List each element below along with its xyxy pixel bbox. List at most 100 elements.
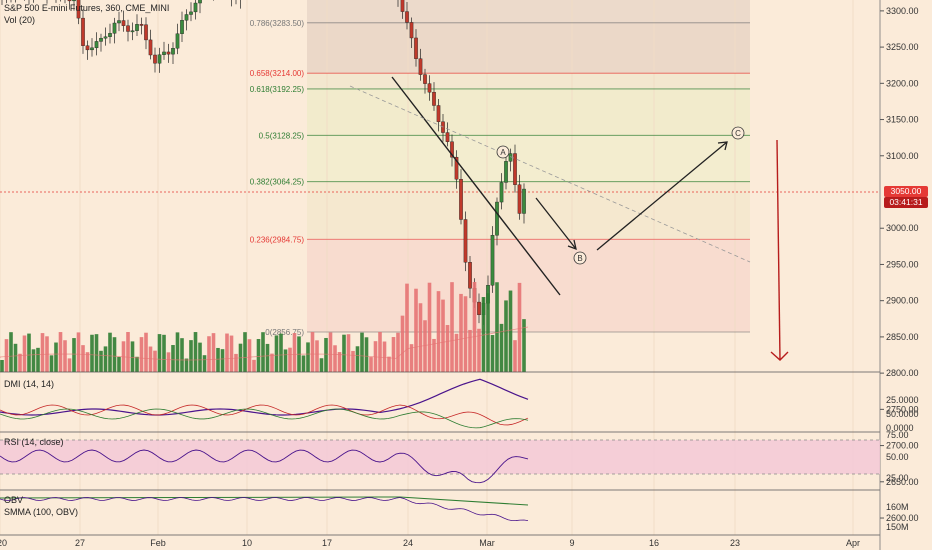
downtrend-line	[391, 76, 561, 296]
candle-body	[117, 20, 121, 24]
volume-bar	[414, 288, 418, 372]
volume-bar	[445, 325, 450, 372]
volume-bar	[328, 332, 333, 372]
price-tick-label: 3200.00	[886, 78, 919, 88]
volume-bar	[49, 355, 54, 372]
volume-bar	[18, 353, 22, 372]
candle-body	[184, 14, 189, 21]
fib-zone	[307, 22, 750, 74]
candle-body	[99, 37, 103, 42]
volume-bar	[513, 340, 517, 372]
volume-bar	[108, 332, 112, 372]
volume-bar	[441, 299, 445, 372]
wave-text: B	[577, 254, 582, 263]
candle-body	[400, 0, 405, 12]
volume-bar	[351, 350, 355, 372]
symbol-title[interactable]: S&P 500 E-mini Futures, 360, CME_MINI	[4, 3, 170, 13]
dmi-legend[interactable]: DMI (14, 14)	[4, 379, 55, 389]
fib-level-label: 0(2856.75)	[265, 328, 304, 337]
rsi-legend[interactable]: RSI (14, close)	[4, 437, 64, 447]
obv-line	[0, 497, 529, 522]
fib-level-label: 0.618(3192.25)	[250, 85, 305, 94]
volume-bar	[58, 332, 63, 372]
volume-bar	[243, 332, 247, 372]
volume-bar	[22, 335, 27, 372]
volume-bar	[360, 332, 364, 372]
fib-level-label: 0.236(2984.75)	[250, 235, 305, 244]
volume-bar	[369, 357, 373, 372]
candle-body	[144, 24, 148, 41]
volume-bar	[162, 334, 166, 372]
candle-body	[85, 45, 90, 51]
candle-body	[76, 0, 81, 19]
candle-body	[121, 20, 126, 26]
volume-bar	[499, 323, 504, 372]
candle-body	[423, 74, 427, 84]
dashed-trend-line	[349, 85, 751, 263]
volume-bar	[184, 358, 189, 372]
obv-legend-label[interactable]: OBV	[4, 495, 24, 505]
wave-label-b: B	[573, 251, 587, 265]
smma-legend-label[interactable]: SMMA (100, OBV)	[4, 507, 79, 517]
volume-bar	[427, 282, 432, 372]
price-tick-label: 2600.00	[886, 513, 919, 523]
candle-body	[157, 54, 162, 64]
volume-bar	[355, 346, 360, 372]
candle-body	[490, 235, 495, 286]
price-tick-label: 2900.00	[886, 296, 919, 306]
volume-bar	[378, 332, 382, 372]
volume-bar	[126, 332, 130, 372]
arrowhead-b	[567, 239, 577, 251]
price-tick-label: 2700.00	[886, 441, 919, 451]
volume-bar	[436, 291, 441, 372]
candle-body	[445, 132, 450, 142]
volume-bar	[103, 346, 108, 372]
dmi-tick-label: 0.0000	[886, 423, 914, 433]
volume-bar	[193, 332, 198, 372]
wave-label-c: C	[731, 126, 745, 140]
volume-legend[interactable]: Vol (20)	[4, 15, 36, 25]
volume-bar	[396, 332, 400, 372]
volume-bar	[463, 296, 468, 372]
volume-bar	[207, 336, 211, 372]
wave-text: C	[735, 129, 741, 138]
candle-body	[459, 179, 463, 220]
volume-bar	[198, 342, 202, 372]
candle-body	[517, 184, 522, 214]
volume-bar	[202, 355, 207, 372]
volume-bar	[27, 333, 31, 372]
time-tick-label: 9	[569, 538, 574, 548]
time-tick-label: 23	[730, 538, 740, 548]
smma-line	[0, 496, 529, 506]
volume-bar	[99, 350, 103, 372]
fib-zone	[307, 0, 750, 23]
candle-body	[108, 33, 112, 37]
dmi-plus-line	[0, 408, 529, 429]
volume-bar	[387, 356, 391, 372]
volume-bar	[522, 319, 526, 372]
fib-zone	[307, 88, 750, 136]
rsi-tick-label: 75.00	[886, 430, 909, 440]
time-tick-label: 27	[75, 538, 85, 548]
wave-circle	[496, 145, 510, 159]
candle-body	[477, 301, 481, 316]
volume-bar	[306, 342, 310, 372]
volume-bar	[292, 333, 297, 372]
volume-bar	[153, 350, 157, 372]
volume-bar	[481, 297, 486, 372]
candle-body	[126, 25, 130, 32]
volume-bar	[211, 333, 216, 372]
volume-bar	[490, 335, 495, 372]
candle-body	[103, 36, 108, 39]
projection-arrow-c	[596, 141, 728, 251]
fib-level-label: 0.658(3214.00)	[250, 69, 305, 78]
candle-body	[189, 11, 193, 15]
volume-bar	[76, 332, 81, 372]
volume-bar	[31, 349, 36, 372]
price-tick-label: 3300.00	[886, 6, 919, 16]
candle-body	[139, 24, 144, 26]
fib-level-label: 0.382(3064.25)	[250, 178, 305, 187]
fib-zone	[307, 73, 750, 89]
